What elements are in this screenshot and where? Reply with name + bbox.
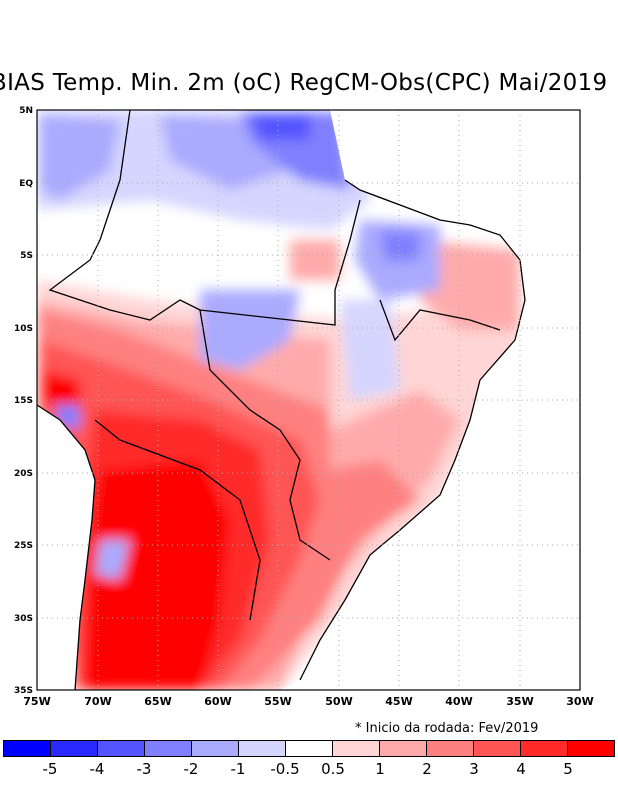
lat-label: EQ [19,179,33,189]
lon-labels: 75W 70W 65W 60W 55W 50W 45W 40W 35W 30W [23,695,593,708]
colorbar-label: -2 [183,760,199,778]
lon-label: 55W [264,695,291,708]
lon-label: 65W [144,695,171,708]
lon-label: 30W [566,695,593,708]
colorbar-label: 2 [422,760,432,778]
colorbar-swatch [474,741,521,756]
lon-label: 50W [325,695,352,708]
lat-label: 35S [14,686,33,696]
colorbar-label: 3 [469,760,479,778]
colorbar-label: -5 [42,760,58,778]
colorbar-label: 0.5 [321,760,345,778]
lat-label: 30S [14,614,33,624]
lat-labels: 5N EQ 5S 10S 15S 20S 25S 30S 35S [14,106,33,696]
run-start-note: * Inicio da rodada: Fev/2019 [355,721,539,736]
lon-label: 35W [506,695,533,708]
lon-label: 45W [385,695,412,708]
map-frame [36,109,581,691]
colorbar-swatch [192,741,239,756]
colorbar-label: 4 [516,760,526,778]
lat-label: 15S [14,396,33,406]
lon-label: 70W [84,695,111,708]
colorbar-swatch [568,741,614,756]
grid [37,110,580,690]
colorbar-label: 5 [563,760,573,778]
colorbar-swatch [521,741,568,756]
colorbar-swatch [380,741,427,756]
lat-label: 20S [14,469,33,479]
bias-map: 5N EQ 5S 10S 15S 20S 25S 30S 35S 75W 70W… [14,106,594,708]
lon-label: 60W [204,695,231,708]
colorbar-label: -4 [89,760,105,778]
lat-label: 10S [14,324,33,334]
colorbar-swatch [145,741,192,756]
colorbar-label: -1 [230,760,246,778]
colorbar-label: -0.5 [270,760,300,778]
colorbar-swatch [239,741,286,756]
lon-label: 40W [445,695,472,708]
colorbar-label: -3 [136,760,152,778]
bias-field [37,110,580,690]
colorbar-swatch [333,741,380,756]
lat-label: 25S [14,541,33,551]
colorbar [3,740,615,757]
lat-label: 5N [19,106,33,116]
colorbar-swatch [427,741,474,756]
colorbar-swatch [98,741,145,756]
colorbar-swatch [286,741,333,756]
colorbar-swatch [4,741,51,756]
colorbar-swatch [51,741,98,756]
map-title: BIAS Temp. Min. 2m (oC) RegCM-Obs(CPC) M… [0,70,608,96]
lat-label: 5S [20,251,33,261]
lon-label: 75W [23,695,50,708]
colorbar-label: 1 [375,760,385,778]
